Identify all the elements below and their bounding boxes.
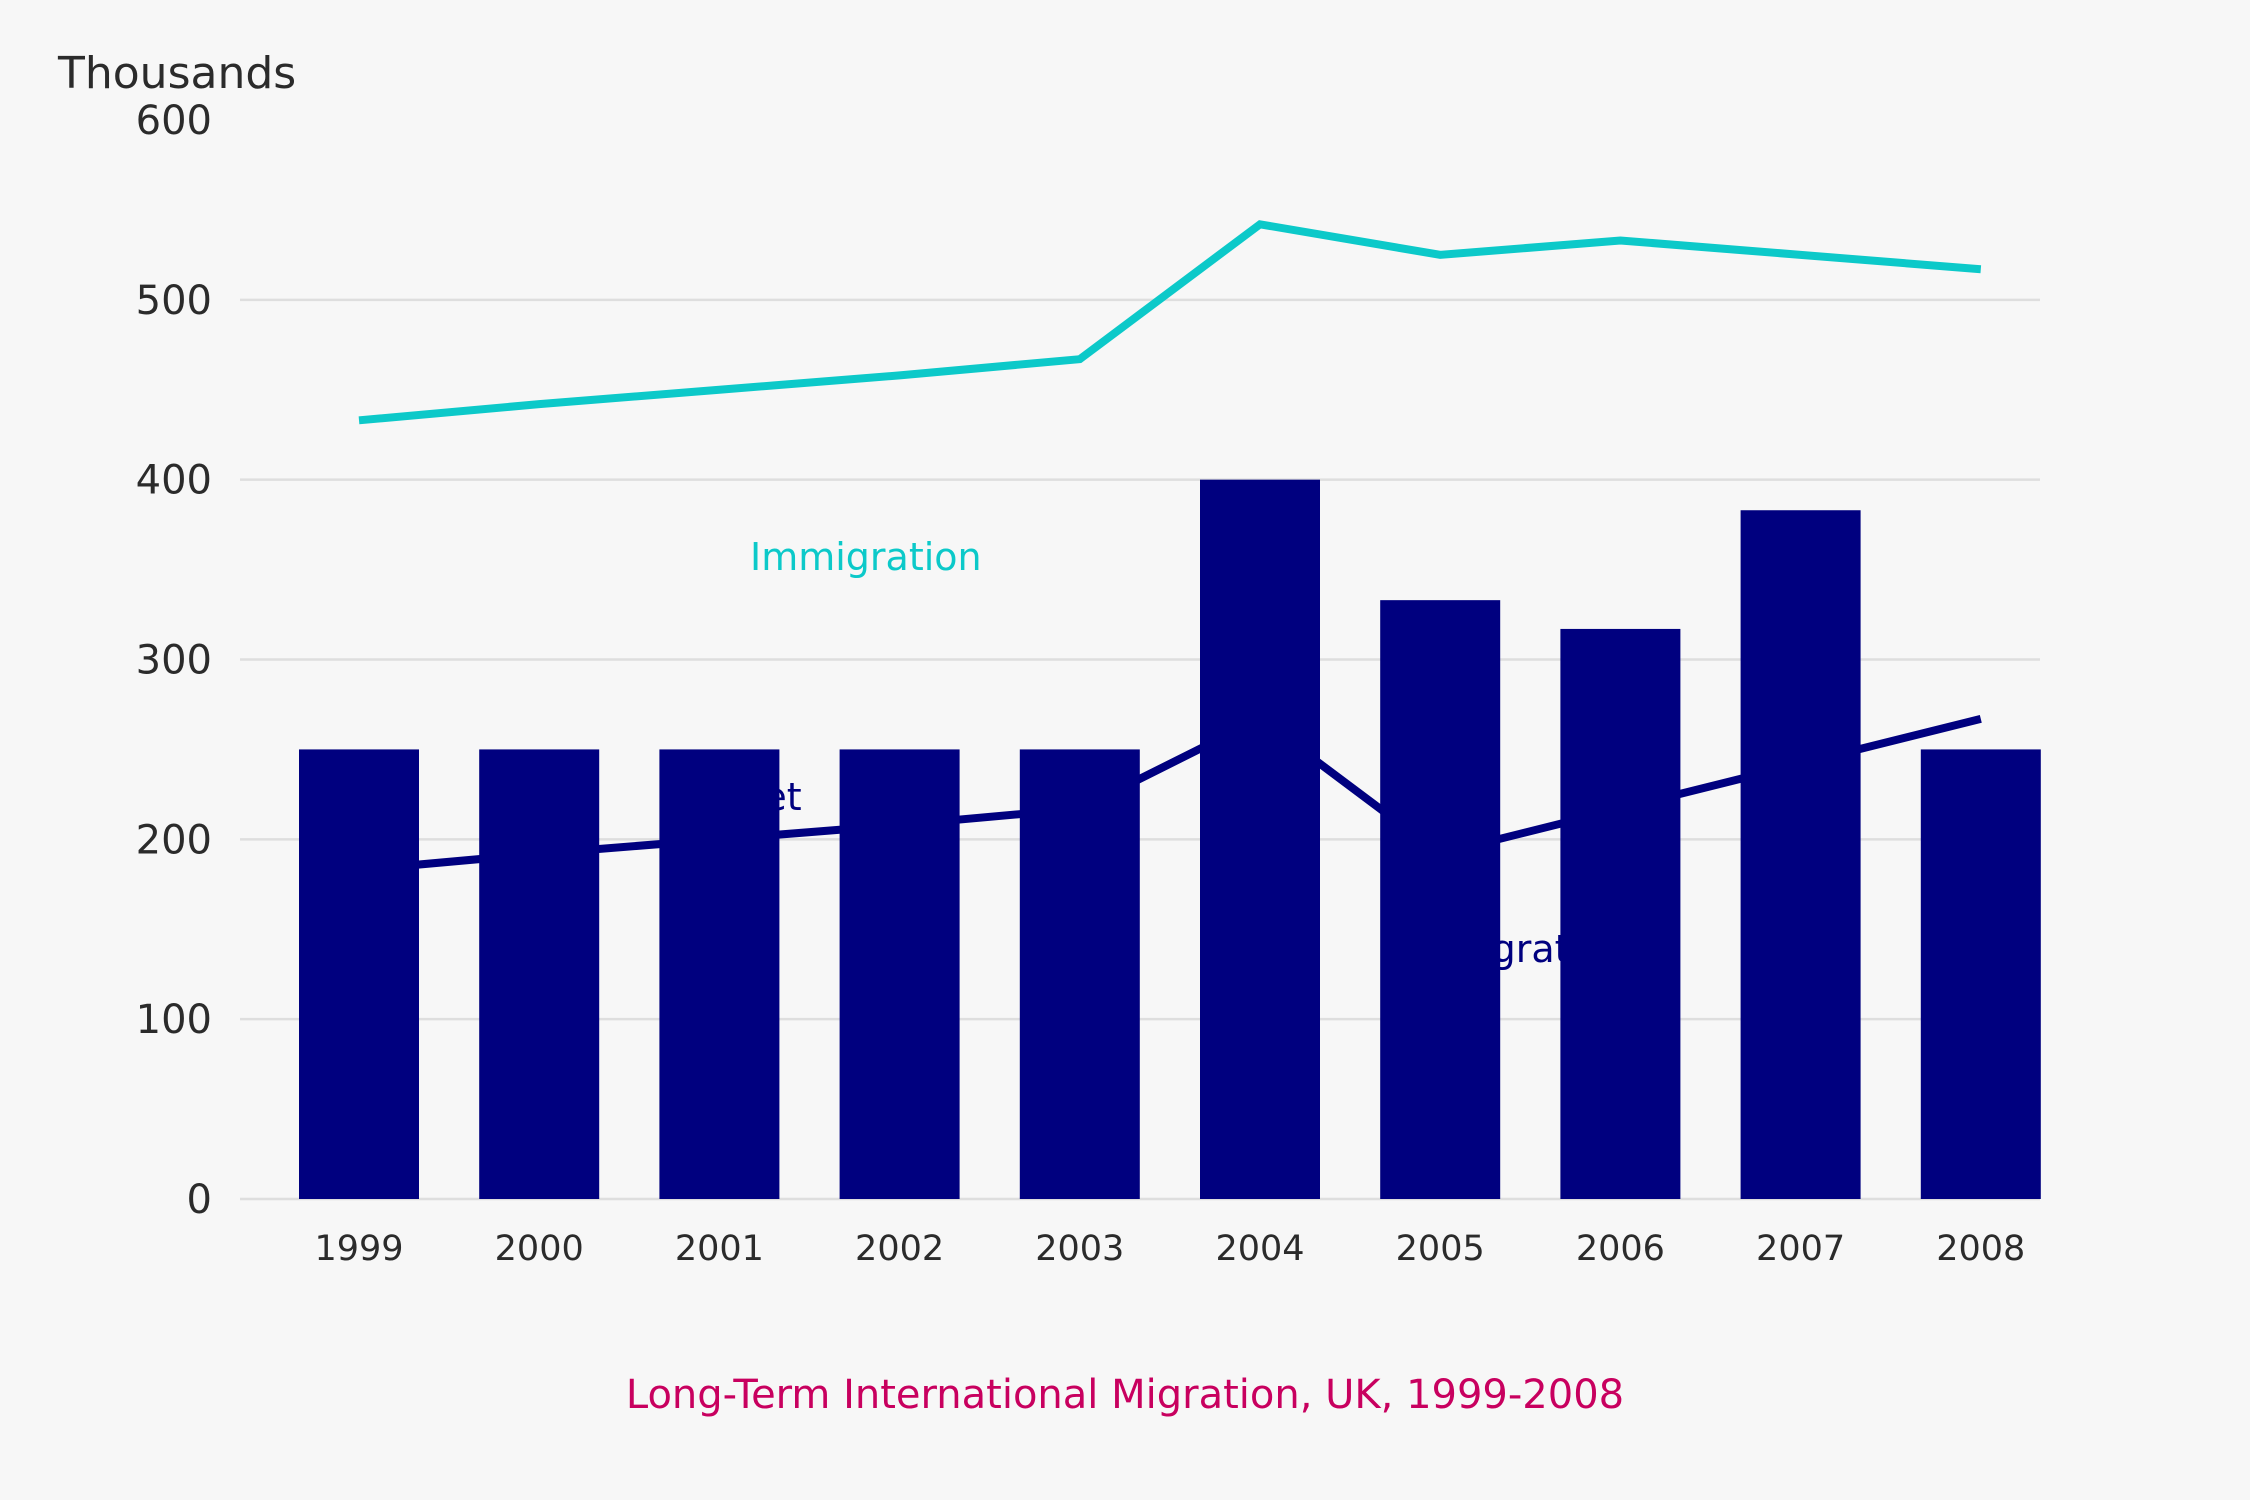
chart-title: Long-Term International Migration, UK, 1… bbox=[626, 1372, 1624, 1418]
bar-2002 bbox=[839, 749, 960, 1199]
series-lines bbox=[358, 220, 1982, 874]
bar-2000 bbox=[479, 749, 600, 1199]
y-tick-label: 100 bbox=[136, 997, 212, 1043]
bar-2001 bbox=[659, 749, 780, 1199]
x-axis-ticks: 1999 2000 2001 2002 2003 2004 2005 2006 2007 2008 bbox=[314, 1229, 2025, 1269]
x-tick-label: 2007 bbox=[1756, 1229, 1845, 1269]
y-axis-ticks: 0 100 200 300 400 500 600 bbox=[136, 98, 212, 1223]
bar-2006 bbox=[1560, 628, 1681, 1199]
series-line-immigration bbox=[358, 220, 1982, 425]
y-tick-label: 200 bbox=[136, 817, 212, 863]
bar-2003 bbox=[1019, 749, 1140, 1199]
series-line-net-migration bbox=[358, 714, 1982, 874]
annotation-immigration: Immigration bbox=[750, 535, 982, 579]
y-unit-label: Thousands bbox=[57, 48, 296, 99]
x-tick-label: 2006 bbox=[1576, 1229, 1665, 1269]
bar-2008 bbox=[1920, 749, 2041, 1199]
bar-2004 bbox=[1200, 479, 1320, 1200]
x-tick-label: 2008 bbox=[1936, 1229, 2025, 1269]
y-tick-label: 400 bbox=[136, 458, 212, 504]
bar-1999 bbox=[299, 749, 419, 1199]
y-tick-label: 500 bbox=[136, 278, 212, 324]
y-tick-label: 0 bbox=[187, 1177, 212, 1223]
x-tick-label: 2000 bbox=[495, 1229, 584, 1269]
x-tick-label: 2004 bbox=[1215, 1229, 1304, 1269]
x-tick-label: 2003 bbox=[1035, 1229, 1124, 1269]
x-tick-label: 2001 bbox=[675, 1229, 764, 1269]
bars bbox=[299, 479, 2041, 1200]
y-tick-label: 300 bbox=[136, 638, 212, 684]
y-tick-label: 600 bbox=[136, 98, 212, 144]
x-tick-label: 2005 bbox=[1396, 1229, 1485, 1269]
x-tick-label: 2002 bbox=[855, 1229, 944, 1269]
x-tick-label: 1999 bbox=[314, 1229, 403, 1269]
bar-2007 bbox=[1740, 510, 1861, 1199]
bar-2005 bbox=[1380, 600, 1501, 1199]
